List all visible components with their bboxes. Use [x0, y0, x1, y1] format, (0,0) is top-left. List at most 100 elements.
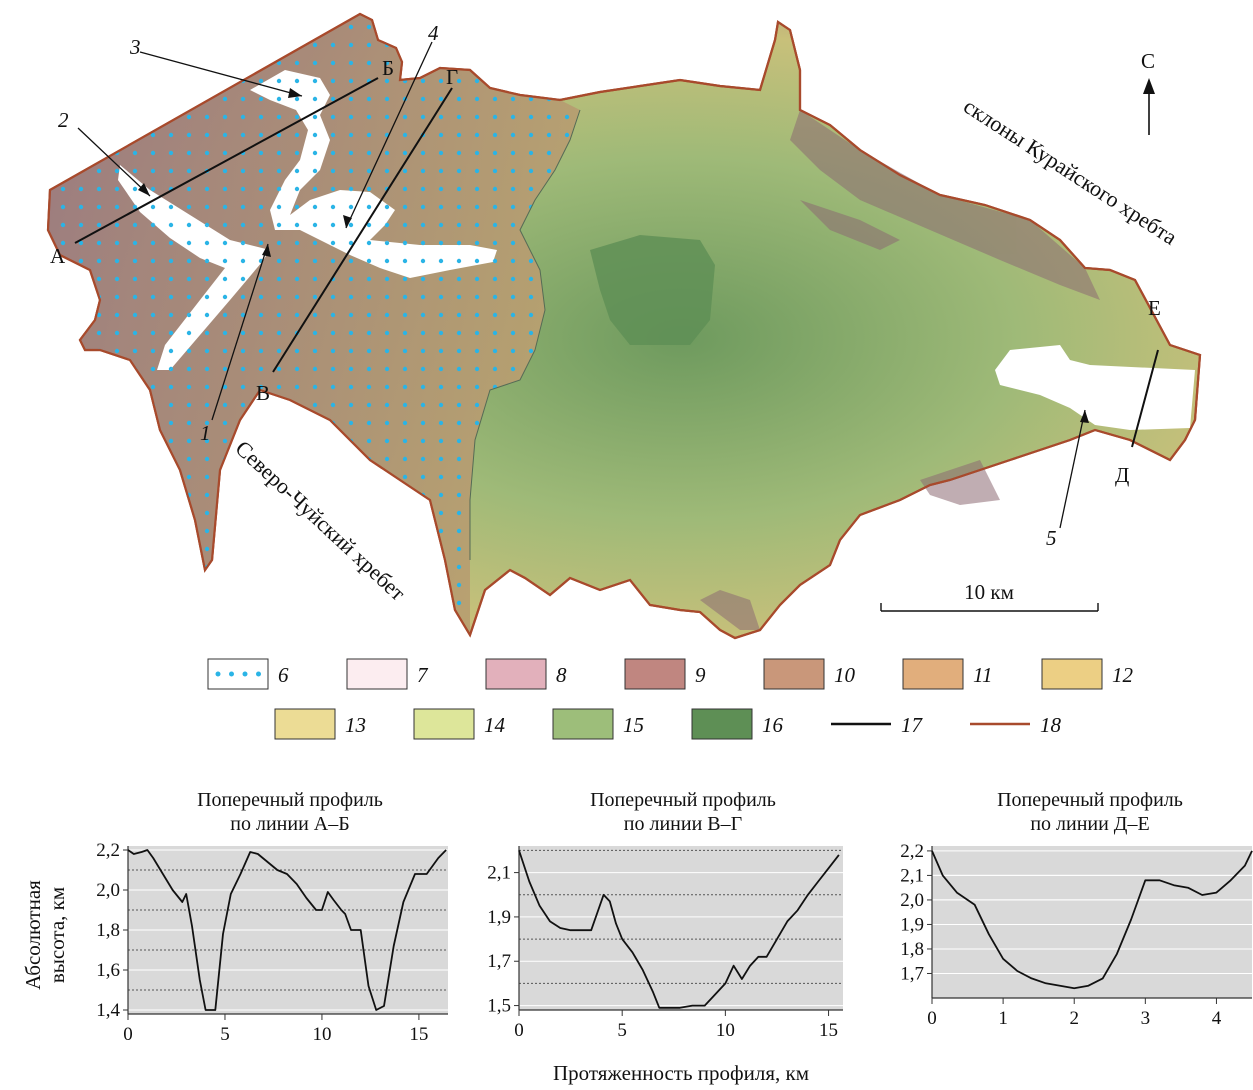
x-tick-label: 10 — [716, 1020, 735, 1041]
label-a: А — [50, 244, 66, 268]
x-tick-label: 4 — [1212, 1008, 1222, 1029]
profile-line-d-e — [1131, 349, 1159, 448]
chart-title: по линии Д–Е — [1030, 813, 1149, 835]
chart-title: Поперечный профиль — [590, 789, 776, 811]
plot-area — [519, 846, 843, 1010]
x-tick-label: 15 — [409, 1024, 428, 1045]
callout-1: 1 — [200, 421, 211, 445]
label-e: Е — [1148, 296, 1161, 320]
x-tick-label: 15 — [819, 1020, 838, 1041]
y-tick-label: 1,4 — [96, 1000, 120, 1021]
y-tick-label: 2,0 — [96, 880, 120, 901]
legend-label: 15 — [623, 713, 644, 737]
region-outline — [46, 12, 1202, 640]
legend-label: 17 — [901, 713, 924, 737]
legend-label: 12 — [1112, 663, 1134, 687]
callout-2: 2 — [58, 108, 69, 132]
callout-arrowheads — [138, 88, 1089, 423]
profiles: Поперечный профиль по линии А–Б 1,4 1,6 1,8 2… — [96, 789, 1253, 1045]
y-tick-label: 2,1 — [900, 865, 924, 886]
north-label: С — [1141, 49, 1155, 73]
legend-item: 11 — [902, 658, 992, 690]
x-tick-label: 10 — [312, 1024, 331, 1045]
x-tick-label: 5 — [617, 1020, 627, 1041]
legend-item: 9 — [624, 658, 706, 690]
x-tick-label: 0 — [123, 1024, 133, 1045]
legend-label: 16 — [762, 713, 784, 737]
profile-series-line — [931, 850, 1253, 990]
scale-label: 10 км — [964, 580, 1014, 604]
chart-title: по линии В–Г — [624, 813, 742, 835]
profile-line-v-g — [272, 87, 453, 373]
north-arrowhead-icon — [1143, 78, 1155, 94]
x-axis-label: Протяженность профиля, км — [553, 1061, 809, 1085]
relief-map: А Б В Г Д Е 1 2 3 4 5 С склоны Кур — [46, 12, 1202, 640]
legend-swatch — [1041, 658, 1103, 690]
legend-dot — [229, 671, 234, 677]
x-tick-label: 0 — [514, 1020, 524, 1041]
legend-label: 18 — [1040, 713, 1062, 737]
callout-4: 4 — [428, 21, 439, 45]
y-tick-label: 1,7 — [900, 963, 924, 984]
legend-label: 11 — [973, 663, 992, 687]
y-tick-label: 1,6 — [96, 960, 120, 981]
x-tick-label: 2 — [1069, 1008, 1079, 1029]
y-tick-label: 2,2 — [900, 841, 924, 862]
ridge-shading — [700, 110, 1100, 630]
legend-swatch — [691, 708, 753, 740]
legend-item: 12 — [1041, 658, 1134, 690]
legend-item: 8 — [485, 658, 567, 690]
legend: 6 7 8 9 10 11 12 13 14 15 16 17 18 — [207, 658, 1134, 740]
basin-floor — [590, 235, 715, 345]
legend-swatch — [763, 658, 825, 690]
x-tick-label: 1 — [998, 1008, 1008, 1029]
legend-item: 6 — [207, 658, 289, 690]
y-tick-label: 1,8 — [900, 939, 924, 960]
legend-dot — [242, 671, 248, 677]
label-v: В — [256, 381, 270, 405]
plot-area — [932, 846, 1252, 998]
legend-label: 13 — [345, 713, 366, 737]
callout-5: 5 — [1046, 526, 1057, 550]
legend-label: 6 — [278, 663, 289, 687]
x-tick-label: 0 — [927, 1008, 937, 1029]
profile-series-line — [518, 850, 840, 1009]
lake-boundary — [469, 109, 581, 560]
legend-swatch — [346, 658, 408, 690]
y-axis-label-2: высота, км — [45, 887, 69, 983]
y-tick-label: 2,1 — [487, 863, 511, 884]
valley-dots — [118, 70, 497, 370]
scale-bar — [880, 603, 1099, 612]
profile-line-a-b — [74, 77, 379, 244]
y-tick-label: 1,5 — [487, 996, 511, 1017]
legend-swatch — [624, 658, 686, 690]
x-tick-label: 5 — [220, 1024, 230, 1045]
label-d: Д — [1115, 463, 1129, 487]
legend-label: 7 — [417, 663, 429, 687]
legend-item: 13 — [274, 708, 366, 740]
legend-item: 17 — [831, 713, 924, 737]
x-tick-label: 3 — [1141, 1008, 1151, 1029]
legend-label: 10 — [834, 663, 856, 687]
y-tick-label: 1,8 — [96, 920, 120, 941]
legend-label: 8 — [556, 663, 567, 687]
y-tick-label: 2,2 — [96, 840, 120, 861]
legend-swatch — [902, 658, 964, 690]
legend-swatch — [413, 708, 475, 740]
legend-swatch — [274, 708, 336, 740]
paleolake-dots — [48, 14, 580, 635]
chart-title: по линии А–Б — [230, 813, 349, 835]
legend-item: 10 — [763, 658, 856, 690]
legend-swatch — [552, 708, 614, 740]
legend-label: 9 — [695, 663, 706, 687]
callouts — [77, 41, 1086, 529]
legend-swatch — [485, 658, 547, 690]
y-tick-label: 1,9 — [900, 914, 924, 935]
y-tick-label: 1,9 — [487, 907, 511, 928]
legend-dot — [215, 671, 221, 677]
legend-label: 14 — [484, 713, 506, 737]
